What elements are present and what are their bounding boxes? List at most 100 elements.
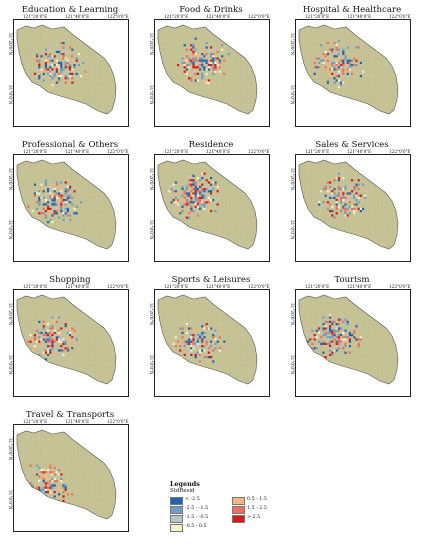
residual-map	[298, 24, 399, 115]
legend-label-3: -1.5 - -0.5	[185, 515, 209, 520]
legend-swatch-1	[170, 497, 183, 505]
map-frame	[154, 19, 270, 127]
legend-swatch-6	[232, 506, 245, 514]
map-frame	[13, 154, 129, 262]
panel-title: Tourism	[334, 275, 370, 285]
residual-map	[16, 294, 117, 385]
longitude-tick-label: 121°40'0"E	[65, 419, 90, 424]
coastline	[157, 159, 258, 250]
residual-map	[16, 429, 117, 520]
panel-title: Education & Learning	[21, 5, 119, 15]
coastline	[157, 294, 258, 385]
longitude-tick-label: 121°40'0"E	[206, 14, 231, 19]
land-area	[17, 25, 116, 114]
map-panel: Hospital & Healthcare 121°20'0"E 121°40'0"…	[287, 5, 417, 131]
map-panel: Residence 121°20'0"E 121°40'0"E 122°0'0"E 31…	[146, 140, 276, 266]
longitude-tick-label: 121°20'0"E	[23, 284, 48, 289]
coastline	[16, 294, 117, 385]
panel-title: Hospital & Healthcare	[302, 5, 402, 15]
longitude-tick-label: 122°0'0"E	[389, 149, 411, 154]
longitude-tick-label: 121°40'0"E	[347, 14, 372, 19]
residual-map	[16, 24, 117, 115]
panel-title: Sales & Services	[315, 140, 389, 150]
panel-title: Residence	[188, 140, 234, 150]
coastline	[298, 294, 399, 385]
longitude-tick-label: 121°20'0"E	[305, 149, 330, 154]
panel-title: Food & Drinks	[179, 5, 243, 15]
panel-title: Travel & Transports	[25, 410, 115, 420]
map-frame	[154, 154, 270, 262]
legend-swatch-7	[232, 515, 245, 523]
map-frame	[295, 19, 411, 127]
longitude-tick-label: 121°40'0"E	[347, 284, 372, 289]
panel-title: Shopping	[49, 275, 91, 285]
land-area	[158, 160, 257, 249]
map-frame	[295, 154, 411, 262]
longitude-tick-label: 122°0'0"E	[248, 149, 270, 154]
map-frame	[154, 289, 270, 397]
longitude-tick-label: 121°40'0"E	[206, 149, 231, 154]
longitude-tick-label: 121°20'0"E	[164, 284, 189, 289]
legend-swatch-2	[170, 506, 183, 514]
longitude-tick-label: 121°20'0"E	[23, 149, 48, 154]
longitude-tick-label: 122°0'0"E	[389, 284, 411, 289]
legend-swatch-3	[170, 515, 183, 523]
legend-swatch-4	[170, 524, 183, 532]
longitude-tick-label: 121°40'0"E	[65, 14, 90, 19]
land-area	[17, 430, 116, 519]
residual-map	[157, 294, 258, 385]
longitude-tick-label: 121°40'0"E	[65, 149, 90, 154]
legend-label-4: -0.5 - 0.5	[185, 524, 207, 529]
map-panel: Shopping 121°20'0"E 121°40'0"E 122°0'0"E 31°…	[5, 275, 135, 401]
coastline	[16, 429, 117, 520]
longitude-tick-label: 122°0'0"E	[248, 284, 270, 289]
panel-title: Sports & Leisures	[171, 275, 251, 285]
residual-map	[298, 159, 399, 250]
map-frame	[13, 424, 129, 532]
longitude-tick-label: 121°40'0"E	[347, 149, 372, 154]
coastline	[298, 159, 399, 250]
map-frame	[13, 289, 129, 397]
longitude-tick-label: 121°20'0"E	[305, 14, 330, 19]
legend-label-6: 1.5 - 2.5	[247, 506, 267, 511]
legend-title: Legends	[170, 480, 200, 488]
land-area	[299, 160, 398, 249]
map-panel: Travel & Transports 121°20'0"E 121°40'0"E 1…	[5, 410, 135, 536]
longitude-tick-label: 122°0'0"E	[248, 14, 270, 19]
longitude-tick-label: 122°0'0"E	[107, 14, 129, 19]
map-frame	[13, 19, 129, 127]
legend-swatch-5	[232, 497, 245, 505]
longitude-tick-label: 121°20'0"E	[164, 149, 189, 154]
longitude-tick-label: 122°0'0"E	[107, 149, 129, 154]
longitude-tick-label: 122°0'0"E	[107, 284, 129, 289]
coastline	[298, 24, 399, 115]
coastline	[16, 24, 117, 115]
legend-label-2: -2.5 - -1.5	[185, 506, 209, 511]
longitude-tick-label: 121°20'0"E	[23, 14, 48, 19]
longitude-tick-label: 121°20'0"E	[23, 419, 48, 424]
map-panel: Sports & Leisures 121°20'0"E 121°40'0"E 122…	[146, 275, 276, 401]
map-panel: Sales & Services 121°20'0"E 121°40'0"E 122°…	[287, 140, 417, 266]
legend-subtitle: StdResid	[170, 488, 195, 494]
longitude-tick-label: 121°20'0"E	[164, 14, 189, 19]
longitude-tick-label: 121°20'0"E	[305, 284, 330, 289]
panel-title: Professional & Others	[21, 140, 119, 150]
map-frame	[295, 289, 411, 397]
map-panel: Education & Learning 121°20'0"E 121°40'0"E…	[5, 5, 135, 131]
map-panel: Professional & Others 121°20'0"E 121°40'0"…	[5, 140, 135, 266]
residual-map	[298, 294, 399, 385]
map-legend: Legends StdResid < -2.5 -2.5 - -1.5 -1.5…	[170, 480, 290, 546]
longitude-tick-label: 122°0'0"E	[389, 14, 411, 19]
legend-label-5: 0.5 - 1.5	[247, 497, 267, 502]
residual-map	[16, 159, 117, 250]
residual-map	[157, 159, 258, 250]
map-panel: Tourism 121°20'0"E 121°40'0"E 122°0'0"E 31°2…	[287, 275, 417, 401]
longitude-tick-label: 122°0'0"E	[107, 419, 129, 424]
legend-label-1: < -2.5	[185, 497, 200, 502]
longitude-tick-label: 121°40'0"E	[65, 284, 90, 289]
land-area	[158, 295, 257, 384]
coastline	[16, 159, 117, 250]
longitude-tick-label: 121°40'0"E	[206, 284, 231, 289]
coastline	[157, 24, 258, 115]
legend-label-7: > 2.5	[247, 515, 261, 520]
